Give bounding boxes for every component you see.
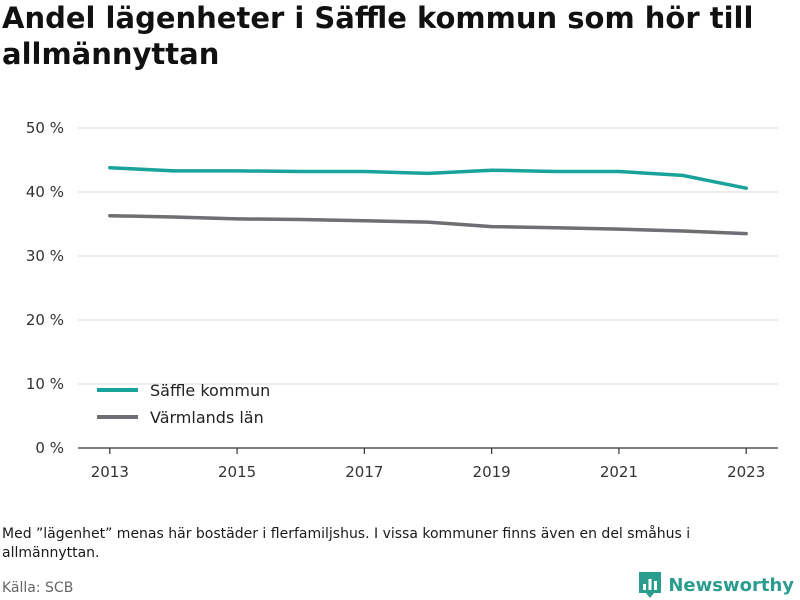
y-tick-label: 50 % bbox=[26, 119, 64, 137]
grid-lines bbox=[78, 127, 778, 385]
x-tick-label: 2021 bbox=[600, 463, 638, 481]
x-tick-label: 2019 bbox=[473, 463, 511, 481]
legend-label: Värmlands län bbox=[150, 408, 264, 427]
brand-name: Newsworthy bbox=[668, 574, 794, 596]
series-lines bbox=[108, 165, 748, 236]
chart-title: Andel lägenheter i Säffle kommun som hör… bbox=[2, 1, 754, 71]
x-axis-tick-labels: 2013 2015 2017 2019 2021 2023 bbox=[91, 463, 766, 481]
x-tick-label: 2017 bbox=[345, 463, 383, 481]
source-label: Källa: SCB bbox=[2, 580, 74, 596]
x-tick-label: 2015 bbox=[218, 463, 256, 481]
footnote: Med ”lägenhet” menas här bostäder i fler… bbox=[2, 526, 691, 561]
y-tick-label: 30 % bbox=[26, 247, 64, 265]
y-axis-tick-labels: 0 % 10 % 20 % 30 % 40 % 50 % bbox=[26, 119, 64, 457]
y-tick-label: 20 % bbox=[26, 311, 64, 329]
series-line-2 bbox=[108, 213, 748, 236]
y-tick-label: 0 % bbox=[35, 439, 64, 457]
bar-chart-logo-icon bbox=[639, 572, 662, 598]
brand-logo: Newsworthy bbox=[638, 570, 794, 600]
x-axis bbox=[78, 447, 778, 454]
series-line-1 bbox=[108, 165, 748, 190]
x-tick-label: 2013 bbox=[91, 463, 129, 481]
legend: Säffle kommun Värmlands län bbox=[97, 381, 270, 427]
legend-label: Säffle kommun bbox=[150, 381, 270, 400]
y-tick-label: 40 % bbox=[26, 183, 64, 201]
x-tick-label: 2023 bbox=[727, 463, 765, 481]
y-tick-label: 10 % bbox=[26, 375, 64, 393]
